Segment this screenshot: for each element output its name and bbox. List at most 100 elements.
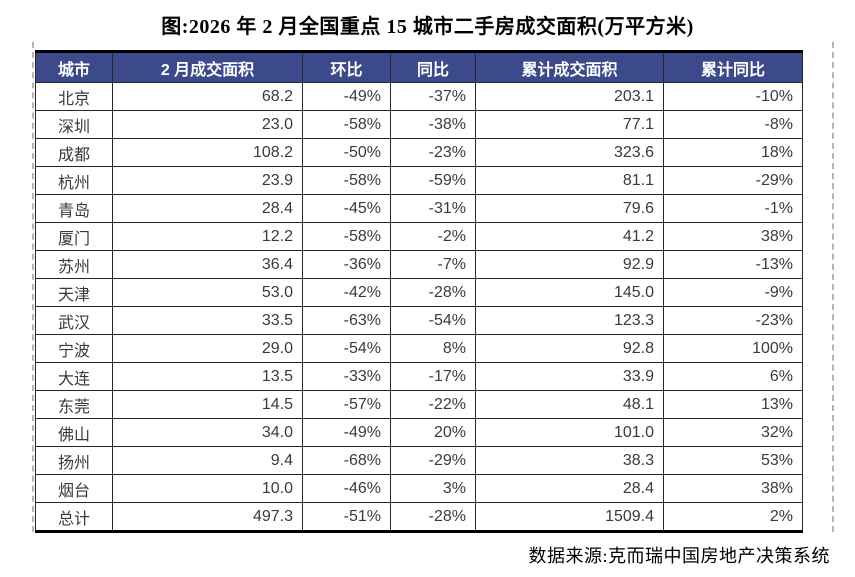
value-cell: 79.6 [475,194,664,223]
value-cell: -37% [390,82,476,111]
value-cell: -50% [302,138,391,167]
city-cell: 大连 [35,362,113,391]
value-cell: 101.0 [475,418,664,447]
value-cell: -46% [302,474,391,503]
value-cell: -58% [302,110,391,139]
value-cell: -59% [390,166,476,195]
table-row: 大连 13.5 -33% -17% 33.9 6% [35,362,803,391]
table-row: 扬州 9.4 -68% -29% 38.3 53% [35,446,803,475]
table-row: 天津 53.0 -42% -28% 145.0 -9% [35,278,803,307]
value-cell: 20% [390,418,476,447]
value-cell: 10.0 [112,474,303,503]
value-cell: 81.1 [475,166,664,195]
value-cell: 28.4 [475,474,664,503]
value-cell: 145.0 [475,278,664,307]
value-cell: -23% [390,138,476,167]
column-header: 累计成交面积 [475,51,664,83]
value-cell: -57% [302,390,391,419]
table-header-row: 城市 2 月成交面积 环比 同比 累计成交面积 累计同比 [35,51,803,83]
value-cell: -68% [302,446,391,475]
value-cell: -63% [302,306,391,335]
page-break-guide-right [832,42,834,532]
table-row: 北京 68.2 -49% -37% 203.1 -10% [35,82,803,111]
value-cell: -33% [302,362,391,391]
value-cell: 29.0 [112,334,303,363]
value-cell: 14.5 [112,390,303,419]
value-cell: -17% [390,362,476,391]
value-cell: -58% [302,222,391,251]
value-cell: 68.2 [112,82,303,111]
value-cell: -2% [390,222,476,251]
value-cell: 33.9 [475,362,664,391]
city-cell: 北京 [35,82,113,111]
value-cell: -29% [663,166,803,195]
column-header: 2 月成交面积 [112,51,303,83]
value-cell: -9% [663,278,803,307]
value-cell: 323.6 [475,138,664,167]
value-cell: 18% [663,138,803,167]
table-row: 烟台 10.0 -46% 3% 28.4 38% [35,474,803,503]
value-cell: 48.1 [475,390,664,419]
table-row: 深圳 23.0 -58% -38% 77.1 -8% [35,110,803,139]
city-cell: 青岛 [35,194,113,223]
city-cell: 武汉 [35,306,113,335]
value-cell: -54% [390,306,476,335]
table-row: 武汉 33.5 -63% -54% 123.3 -23% [35,306,803,335]
table-row: 成都 108.2 -50% -23% 323.6 18% [35,138,803,167]
table-row: 宁波 29.0 -54% 8% 92.8 100% [35,334,803,363]
value-cell: 53.0 [112,278,303,307]
value-cell: 13% [663,390,803,419]
city-cell: 厦门 [35,222,113,251]
value-cell: -13% [663,250,803,279]
value-cell: -28% [390,502,476,532]
value-cell: -42% [302,278,391,307]
column-header: 城市 [35,51,113,83]
city-cell: 成都 [35,138,113,167]
column-header: 累计同比 [663,51,803,83]
value-cell: 32% [663,418,803,447]
value-cell: 36.4 [112,250,303,279]
city-cell: 佛山 [35,418,113,447]
value-cell: 92.8 [475,334,664,363]
value-cell: -7% [390,250,476,279]
value-cell: 38% [663,222,803,251]
table-row: 青岛 28.4 -45% -31% 79.6 -1% [35,194,803,223]
value-cell: 9.4 [112,446,303,475]
value-cell: 38% [663,474,803,503]
column-header: 同比 [390,51,476,83]
value-cell: -28% [390,278,476,307]
value-cell: 23.9 [112,166,303,195]
value-cell: 12.2 [112,222,303,251]
city-cell: 杭州 [35,166,113,195]
city-cell: 天津 [35,278,113,307]
value-cell: -10% [663,82,803,111]
value-cell: 100% [663,334,803,363]
value-cell: -49% [302,418,391,447]
value-cell: -36% [302,250,391,279]
city-cell: 苏州 [35,250,113,279]
value-cell: -38% [390,110,476,139]
value-cell: 497.3 [112,502,303,532]
table-row: 东莞 14.5 -57% -22% 48.1 13% [35,390,803,419]
page-title: 图:2026 年 2 月全国重点 15 城市二手房成交面积(万平方米) [161,16,694,38]
value-cell: 77.1 [475,110,664,139]
value-cell: 23.0 [112,110,303,139]
city-cell: 扬州 [35,446,113,475]
table-row: 杭州 23.9 -58% -59% 81.1 -29% [35,166,803,195]
value-cell: 13.5 [112,362,303,391]
value-cell: -58% [302,166,391,195]
source-note: 数据来源:克而瑞中国房地产决策系统 [528,546,830,566]
value-cell: 34.0 [112,418,303,447]
value-cell: -29% [390,446,476,475]
value-cell: 38.3 [475,446,664,475]
city-cell: 烟台 [35,474,113,503]
value-cell: 123.3 [475,306,664,335]
city-cell: 总计 [35,502,113,532]
city-cell: 深圳 [35,110,113,139]
value-cell: -49% [302,82,391,111]
value-cell: 92.9 [475,250,664,279]
value-cell: 53% [663,446,803,475]
data-table: 城市 2 月成交面积 环比 同比 累计成交面积 累计同比 北京 68.2 -49% -37% 20… [35,50,803,533]
value-cell: -54% [302,334,391,363]
table-row: 佛山 34.0 -49% 20% 101.0 32% [35,418,803,447]
